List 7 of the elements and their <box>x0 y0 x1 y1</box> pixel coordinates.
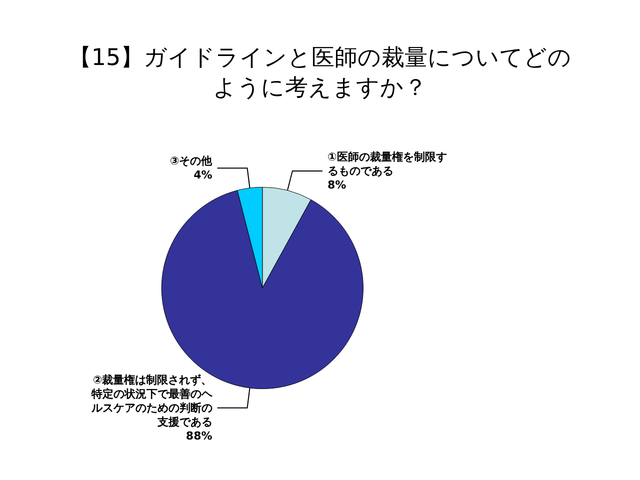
data-label: 8% <box>327 178 346 192</box>
data-label: 88% <box>186 429 212 442</box>
slice-label: ①医師の裁量権を制限するものである <box>327 150 447 178</box>
data-label: 4% <box>194 168 212 182</box>
chart-title: 【15】ガイドラインと医師の裁量についてどのように考えますか？ <box>68 45 572 101</box>
slice-label: ②裁量権は制限されず、特定の状況下で最善のヘルスケアのための判断の支援である <box>90 373 214 428</box>
slice-label: ③その他 <box>170 154 214 168</box>
